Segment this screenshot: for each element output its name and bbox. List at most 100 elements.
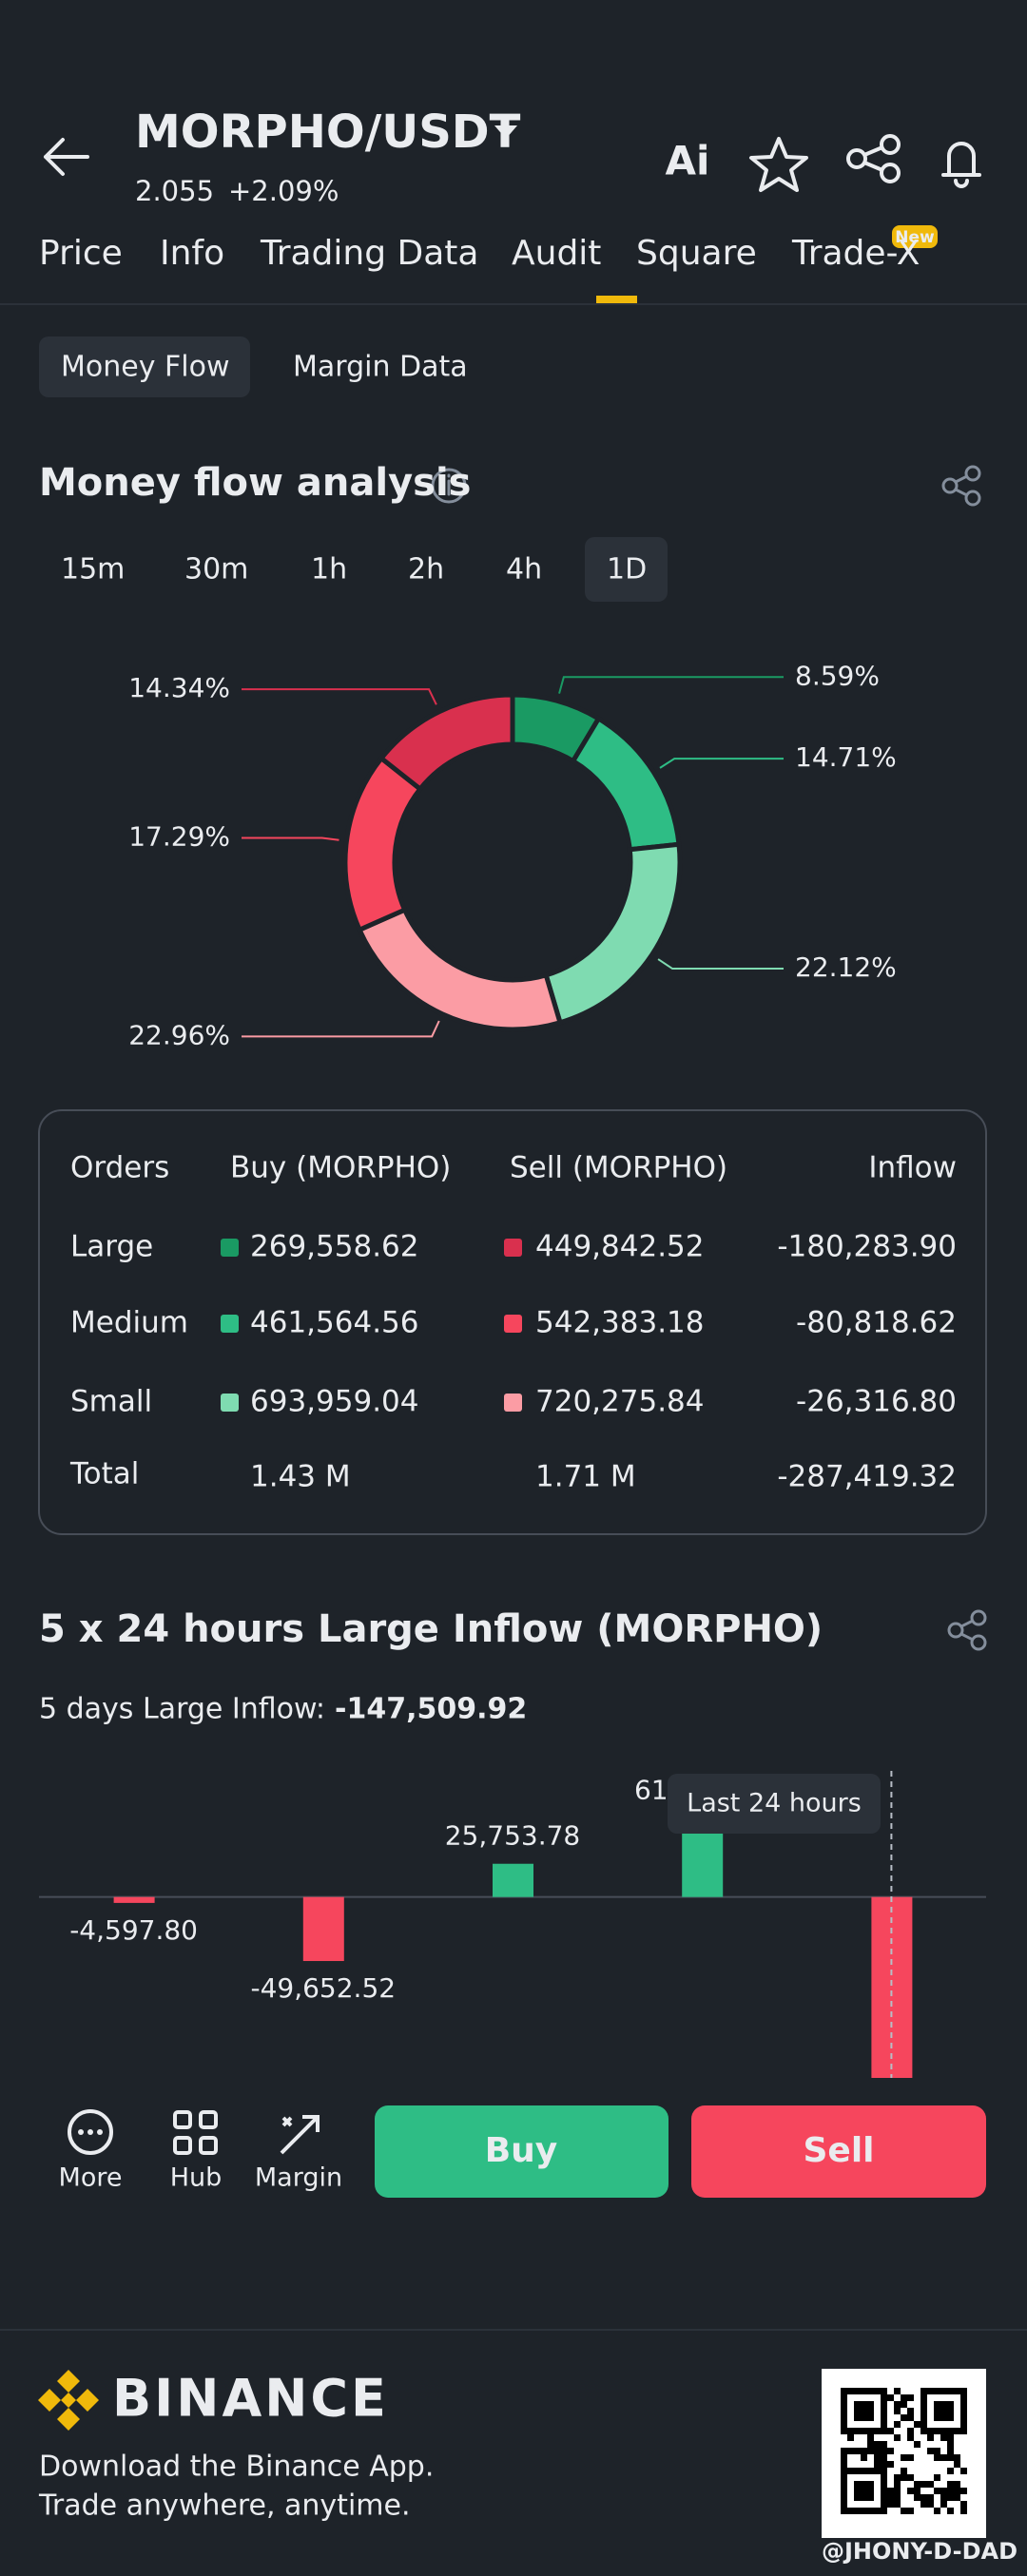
qr-cell <box>920 2494 927 2501</box>
qr-cell <box>901 2401 907 2408</box>
interval-active[interactable] <box>585 537 668 602</box>
leader-line <box>242 688 437 705</box>
qr-cell <box>907 2434 914 2441</box>
table-header: Inflow <box>868 1151 957 1185</box>
share-icon[interactable] <box>947 1609 987 1651</box>
donut-segment <box>378 692 515 793</box>
pair-title: MORPHO/USDT <box>135 106 521 159</box>
qr-cell <box>920 2481 927 2488</box>
qr-cell <box>901 2454 907 2461</box>
qr-cell <box>887 2461 894 2468</box>
tab[interactable]: Trading Data <box>260 234 478 273</box>
tab[interactable]: Square <box>636 234 757 273</box>
qr-cell <box>927 2481 934 2488</box>
summary-value: -147,509.92 <box>335 1693 527 1726</box>
tab-badge: New <box>895 228 935 247</box>
buy-value: 461,564.56 <box>250 1306 419 1340</box>
qr-cell <box>907 2488 914 2494</box>
qr-cell <box>874 2448 881 2454</box>
qr-cell <box>954 2481 960 2488</box>
qr-cell <box>874 2461 881 2468</box>
qr-finder <box>854 2401 874 2421</box>
toolbar-icons <box>68 2109 320 2155</box>
qr-cell <box>901 2414 907 2421</box>
qr-pattern <box>841 2388 967 2514</box>
qr-cell <box>881 2454 887 2461</box>
interval[interactable]: 30m <box>184 553 248 586</box>
qr-cell <box>861 2448 867 2454</box>
qr-cell <box>940 2488 947 2494</box>
subtab[interactable]: Money Flow <box>61 351 229 384</box>
watermark: @JHONY-D-DAD <box>822 2538 1017 2565</box>
leader-line <box>558 676 784 694</box>
share-icon[interactable] <box>846 134 901 183</box>
qr-cell <box>894 2494 901 2501</box>
qr-cell <box>907 2454 914 2461</box>
qr-cell <box>901 2394 907 2401</box>
info-icon[interactable] <box>431 468 467 504</box>
interval[interactable]: 2h <box>408 553 444 586</box>
price-change: +2.09% <box>228 175 339 207</box>
leader-line <box>659 758 784 769</box>
buy-value: 1.43 M <box>250 1460 351 1494</box>
buy-value: 693,959.04 <box>250 1385 419 1419</box>
qr-cell <box>940 2454 947 2461</box>
qr-cell <box>901 2508 907 2514</box>
sell-swatch <box>504 1239 522 1257</box>
qr-cell <box>947 2481 954 2488</box>
tab[interactable]: Info <box>160 234 224 273</box>
favorite-icon[interactable] <box>749 137 808 192</box>
interval[interactable]: 15m <box>61 553 125 586</box>
subtab-active[interactable] <box>39 336 250 397</box>
table-header: Sell (MORPHO) <box>510 1151 727 1185</box>
interval[interactable]: 1D <box>607 553 647 586</box>
sell-button[interactable] <box>691 2105 986 2198</box>
leader-line <box>242 836 339 841</box>
row-label: Large <box>70 1230 153 1264</box>
qr-cell <box>947 2448 954 2454</box>
qr-cell <box>947 2494 954 2501</box>
price: 2.055 <box>135 175 214 207</box>
qr-cell <box>934 2488 940 2494</box>
qr-cell <box>894 2501 901 2508</box>
inflow-value: -80,818.62 <box>796 1306 957 1340</box>
toolbar-label: Margin <box>255 2163 342 2193</box>
pair-dropdown[interactable] <box>494 125 517 139</box>
tab[interactable]: Price <box>39 234 123 273</box>
qr-cell <box>901 2468 907 2474</box>
toolbar-label: More <box>59 2163 123 2193</box>
qr-cell <box>881 2461 887 2468</box>
qr-cell <box>927 2448 934 2454</box>
interval[interactable]: 4h <box>506 553 542 586</box>
buy-button[interactable] <box>375 2105 669 2198</box>
table-box <box>38 1109 987 1535</box>
sell-value: 1.71 M <box>535 1460 636 1494</box>
qr-cell <box>940 2494 947 2501</box>
tab-underline <box>596 296 637 303</box>
alert-icon[interactable] <box>941 142 981 188</box>
qr-cell <box>894 2481 901 2488</box>
tab[interactable]: Audit <box>512 234 601 273</box>
interval[interactable]: 1h <box>311 553 347 586</box>
donut-label: 8.59% <box>795 660 880 691</box>
summary-label: 5 days Large Inflow: <box>39 1693 325 1726</box>
donut-label: 22.96% <box>128 1019 230 1050</box>
footer-text: Trade anywhere, anytime. <box>38 2489 411 2523</box>
qr-cell <box>894 2474 901 2481</box>
leader-line <box>242 1020 440 1038</box>
tab[interactable]: Trade-X <box>791 234 920 273</box>
donut-label: 17.29% <box>128 820 230 852</box>
qr-cell <box>960 2501 967 2508</box>
inflow-value: -26,316.80 <box>796 1385 957 1419</box>
back-arrow[interactable] <box>44 138 89 176</box>
tab-divider <box>0 303 1027 305</box>
toolbar-label: Hub <box>170 2163 223 2193</box>
sell-value: 542,383.18 <box>535 1306 705 1340</box>
ai-button[interactable]: Ai <box>666 138 710 184</box>
qr-cell <box>874 2441 881 2448</box>
qr-cell <box>914 2421 920 2428</box>
leader-line <box>657 958 784 971</box>
share-icon[interactable] <box>941 465 981 507</box>
section-title: 5 x 24 hours Large Inflow (MORPHO) <box>39 1607 823 1651</box>
subtab[interactable]: Margin Data <box>293 351 468 384</box>
